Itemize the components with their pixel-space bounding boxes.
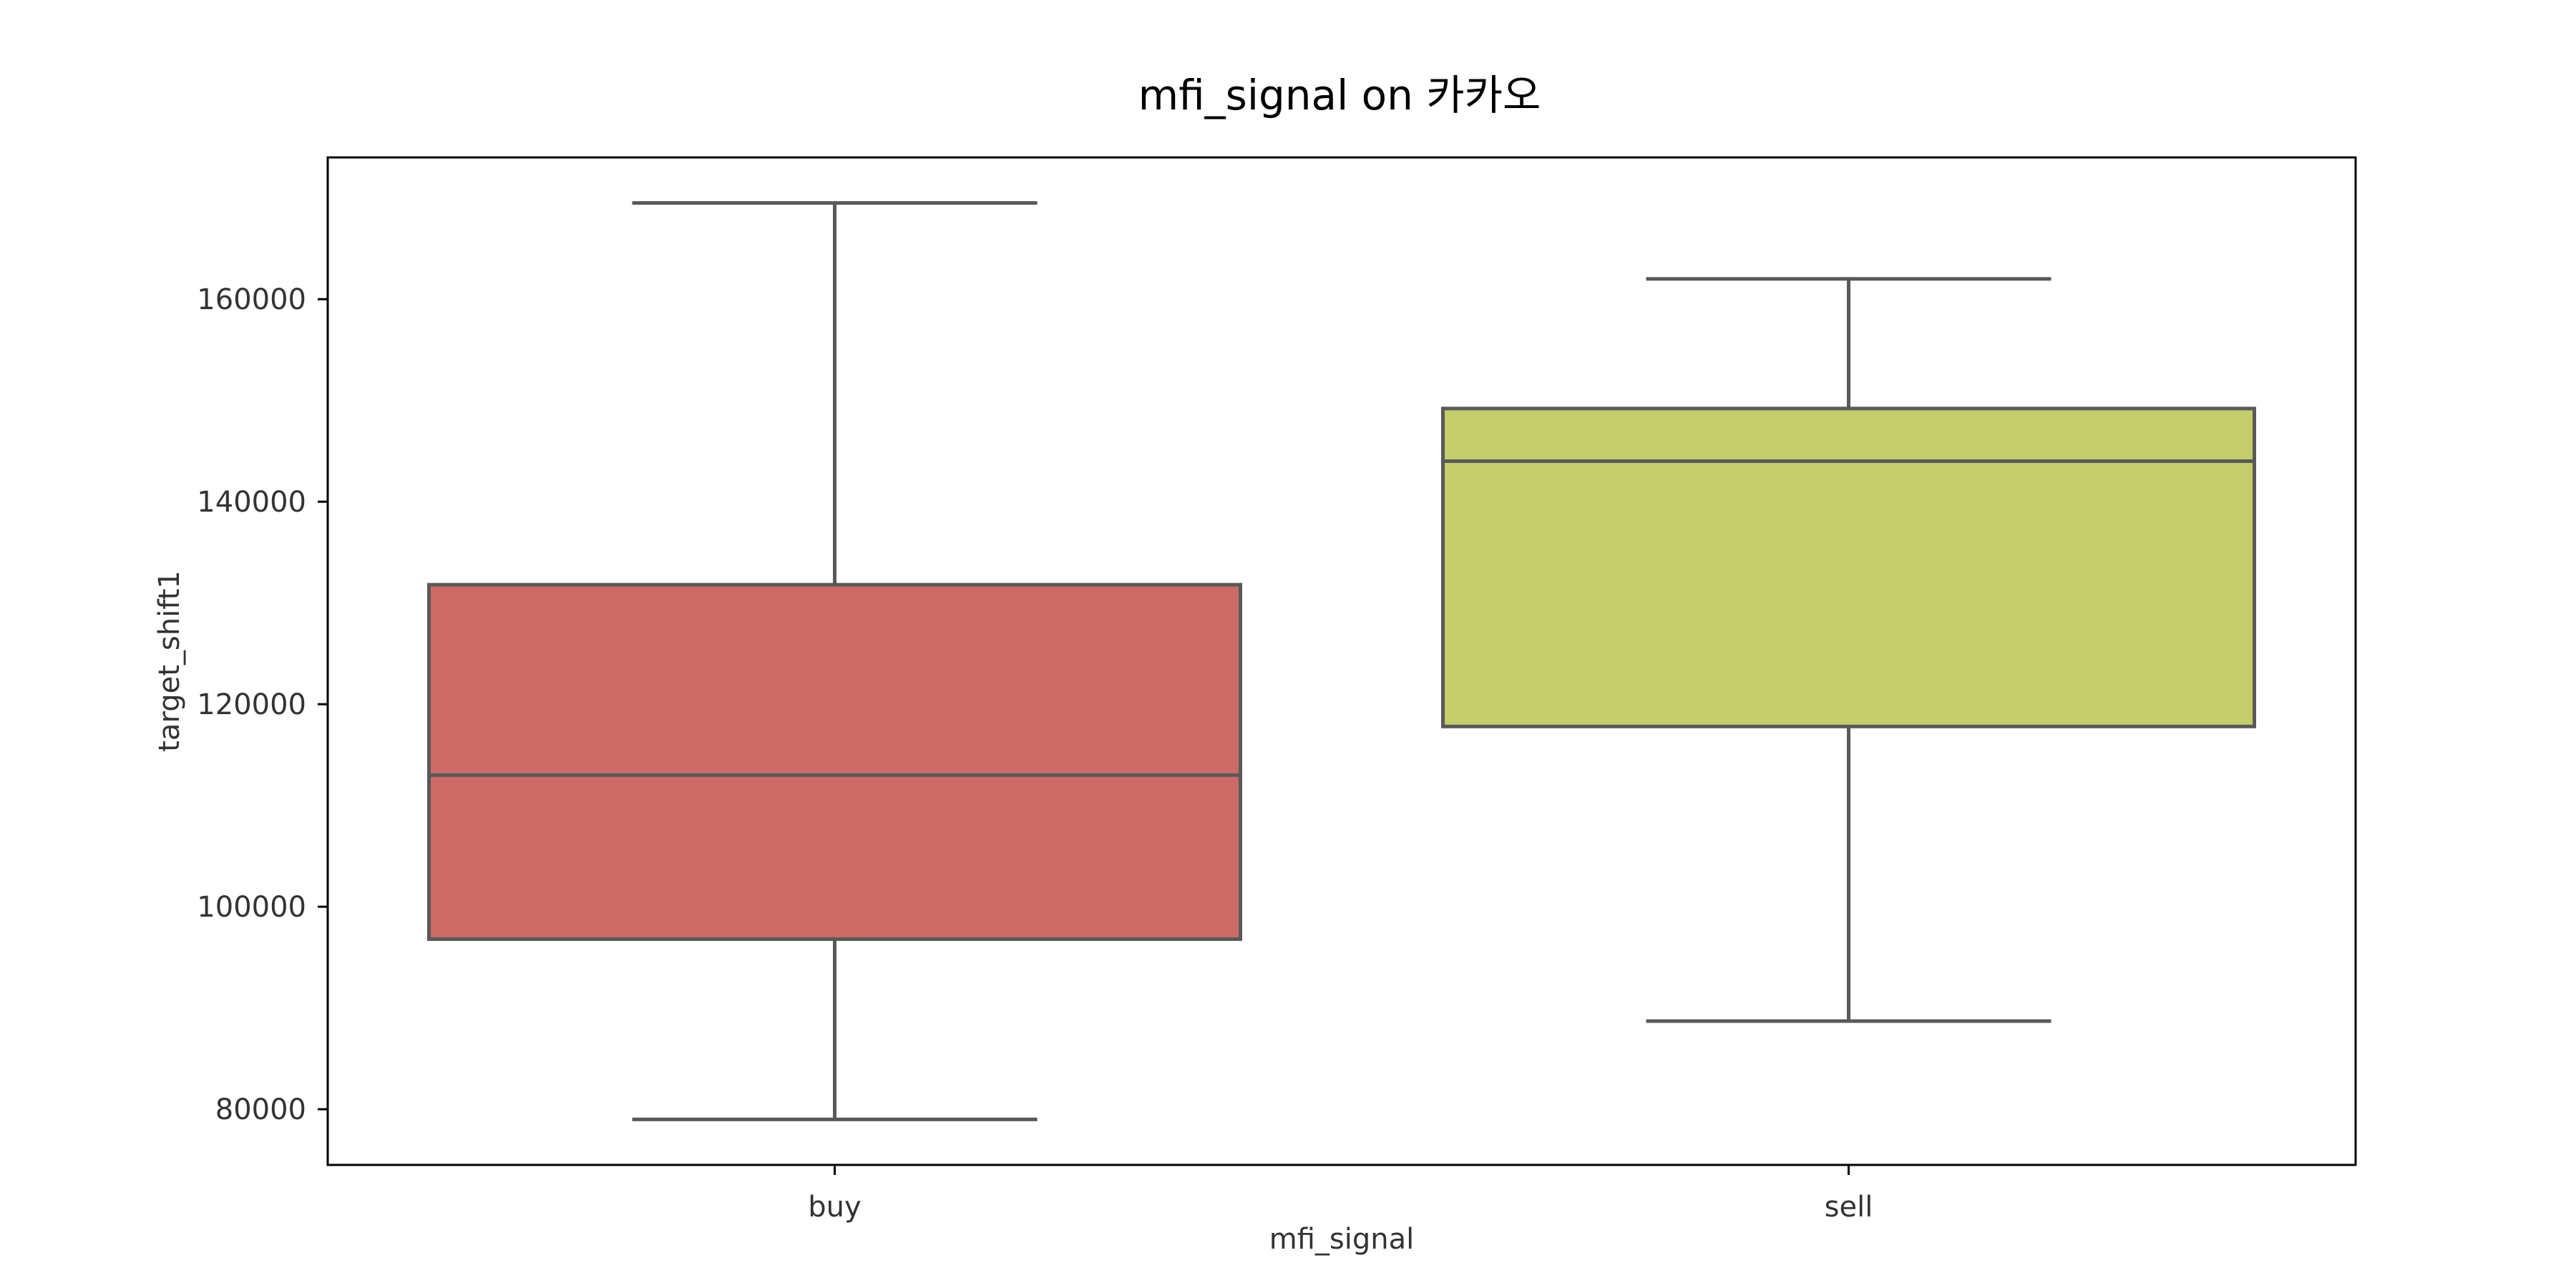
plot-frame	[326, 156, 2357, 1166]
y-tick-label: 160000	[197, 283, 306, 316]
chart-title: mfi_signal on 카카오	[1138, 71, 1541, 119]
y-tick-label: 140000	[197, 486, 306, 519]
y-tick-label: 120000	[197, 688, 306, 721]
x-axis-label: mfi_signal	[1269, 1223, 1414, 1256]
box-group-sell	[1441, 277, 2256, 1023]
y-axis-label: target_shift1	[153, 570, 186, 751]
axis-ticks: 80000 100000 120000 140000 160000 buy sell	[197, 283, 1873, 1224]
y-tick-label: 80000	[215, 1093, 306, 1126]
y-tick-label: 100000	[197, 891, 306, 924]
box-buy	[427, 582, 1242, 941]
plot-area	[427, 201, 2256, 1121]
box-group-buy	[427, 201, 1242, 1121]
box-sell	[1441, 406, 2256, 728]
x-tick-label-sell: sell	[1825, 1191, 1873, 1224]
x-tick-label-buy: buy	[808, 1191, 861, 1224]
